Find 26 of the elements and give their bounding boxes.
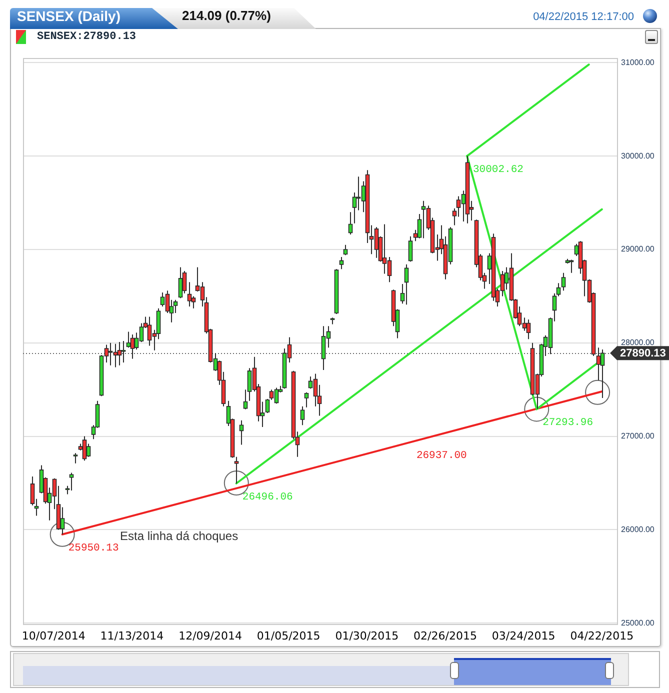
data-label: 27293.96 [542, 416, 594, 429]
x-tick-label: 10/07/2014 [22, 629, 86, 642]
data-label: 26496.06 [242, 491, 293, 504]
x-tick-label: 04/22/2015 [570, 629, 634, 642]
chart-subtitle: 214.09 (0.77%) [182, 8, 271, 23]
y-tick-label: 30000.00 [621, 151, 655, 160]
annotation: Esta linha dá choques [120, 529, 238, 543]
x-tick-label: 02/26/2015 [414, 629, 477, 642]
data-label: 30002.62 [473, 164, 524, 176]
y-tick-label: 29000.00 [621, 244, 655, 254]
y-tick-label: 25000.00 [621, 618, 655, 628]
text: SENSEX:27890.13 [37, 31, 136, 43]
text: 04/22/2015 12:17:00 [533, 11, 634, 23]
x-tick-label: 01/30/2015 [335, 629, 399, 642]
y-tick-label: 26000.00 [621, 524, 655, 534]
x-tick-label: 11/13/2014 [100, 629, 164, 642]
y-tick-label: 28000.00 [621, 338, 655, 348]
y-tick-label: 27000.00 [621, 432, 655, 441]
y-tick-label: 31000.00 [621, 58, 655, 67]
data-label: 26937.00 [416, 450, 467, 462]
x-tick-label: 12/09/2014 [178, 629, 242, 642]
x-tick-label: 03/24/2015 [492, 629, 556, 642]
ref-line-label: 27890.13 [620, 348, 666, 360]
data-label: 25950.13 [68, 542, 119, 554]
chart-title: SENSEX (Daily) [17, 8, 120, 24]
x-tick-label: 01/05/2015 [256, 629, 320, 642]
